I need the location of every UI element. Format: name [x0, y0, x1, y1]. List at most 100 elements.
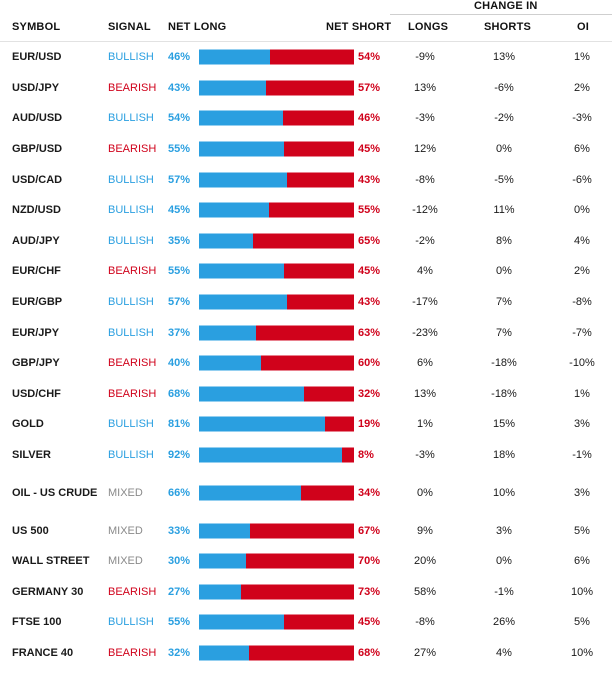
change-longs: 6%: [417, 357, 433, 370]
net-short-pct: 46%: [358, 112, 381, 125]
table-row[interactable]: US 500 MIXED 33% 67% 9% 3% 5%: [0, 515, 612, 546]
symbol-cell[interactable]: FRANCE 40: [12, 646, 74, 659]
change-shorts: 0%: [496, 555, 512, 568]
symbol-cell[interactable]: USD/CAD: [12, 173, 63, 186]
table-row[interactable]: FRANCE 40 BEARISH 32% 68% 27% 4% 10%: [0, 638, 612, 669]
signal-cell: BULLISH: [108, 449, 154, 462]
symbol-cell[interactable]: GOLD: [12, 418, 44, 431]
net-long-pct: 30%: [168, 555, 191, 568]
table-row[interactable]: NZD/USD BULLISH 45% 55% -12% 11% 0%: [0, 195, 612, 226]
symbol-cell[interactable]: SILVER: [12, 449, 51, 462]
sentiment-bar: [199, 447, 354, 463]
short-bar: [248, 645, 354, 661]
net-short-pct: 45%: [358, 143, 381, 156]
net-short-pct: 68%: [358, 646, 381, 659]
change-oi: -6%: [572, 173, 592, 186]
long-bar: [199, 233, 254, 249]
change-in-divider: [390, 14, 612, 15]
net-long-pct: 46%: [168, 51, 191, 64]
header-oi[interactable]: OI: [577, 21, 590, 33]
table-row[interactable]: GBP/USD BEARISH 55% 45% 12% 0% 6%: [0, 134, 612, 165]
symbol-cell[interactable]: EUR/USD: [12, 51, 62, 64]
long-bar: [199, 645, 249, 661]
change-oi: 3%: [574, 486, 590, 499]
table-row[interactable]: GERMANY 30 BEARISH 27% 73% 58% -1% 10%: [0, 577, 612, 608]
sentiment-bar: [199, 263, 354, 279]
net-short-pct: 45%: [358, 265, 381, 278]
table-row[interactable]: USD/CAD BULLISH 57% 43% -8% -5% -6%: [0, 164, 612, 195]
header-longs[interactable]: LONGS: [408, 21, 449, 33]
table-row[interactable]: USD/CHF BEARISH 68% 32% 13% -18% 1%: [0, 379, 612, 410]
long-bar: [199, 355, 261, 371]
long-bar: [199, 202, 269, 218]
table-row[interactable]: SILVER BULLISH 92% 8% -3% 18% -1%: [0, 440, 612, 471]
symbol-cell[interactable]: AUD/JPY: [12, 234, 60, 247]
net-short-pct: 43%: [358, 173, 381, 186]
long-bar: [199, 386, 305, 402]
header-signal[interactable]: SIGNAL: [108, 21, 151, 33]
table-row[interactable]: USD/JPY BEARISH 43% 57% 13% -6% 2%: [0, 73, 612, 104]
net-short-pct: 70%: [358, 555, 381, 568]
symbol-cell[interactable]: GBP/USD: [12, 143, 63, 156]
net-long-pct: 81%: [168, 418, 191, 431]
table-row[interactable]: GBP/JPY BEARISH 40% 60% 6% -18% -10%: [0, 348, 612, 379]
symbol-cell[interactable]: EUR/GBP: [12, 296, 63, 309]
table-row[interactable]: AUD/JPY BULLISH 35% 65% -2% 8% 4%: [0, 226, 612, 257]
net-short-pct: 43%: [358, 296, 381, 309]
symbol-cell[interactable]: USD/JPY: [12, 81, 60, 94]
net-long-pct: 32%: [168, 646, 191, 659]
table-row[interactable]: WALL STREET MIXED 30% 70% 20% 0% 6%: [0, 546, 612, 577]
net-long-pct: 35%: [168, 234, 191, 247]
change-oi: 2%: [574, 265, 590, 278]
symbol-cell[interactable]: WALL STREET: [12, 555, 90, 568]
change-oi: 2%: [574, 81, 590, 94]
signal-cell: MIXED: [108, 486, 143, 499]
signal-cell: BULLISH: [108, 616, 154, 629]
symbol-cell[interactable]: US 500: [12, 524, 49, 537]
sentiment-bar: [199, 523, 354, 539]
symbol-cell[interactable]: USD/CHF: [12, 387, 61, 400]
long-bar: [199, 141, 285, 157]
symbol-cell[interactable]: EUR/JPY: [12, 326, 60, 339]
sentiment-bar: [199, 294, 354, 310]
short-bar: [265, 80, 354, 96]
header-symbol[interactable]: SYMBOL: [12, 21, 61, 33]
symbol-cell[interactable]: AUD/USD: [12, 112, 63, 125]
long-bar: [199, 447, 342, 463]
change-shorts: -5%: [494, 173, 514, 186]
change-oi: 0%: [574, 204, 590, 217]
table-row[interactable]: EUR/USD BULLISH 46% 54% -9% 13% 1%: [0, 42, 612, 73]
change-longs: -12%: [412, 204, 438, 217]
symbol-cell[interactable]: GERMANY 30: [12, 585, 84, 598]
net-long-pct: 68%: [168, 387, 191, 400]
net-short-pct: 73%: [358, 585, 381, 598]
header-net-long[interactable]: NET LONG: [168, 21, 227, 33]
change-shorts: 26%: [492, 616, 516, 629]
change-longs: 13%: [413, 387, 437, 400]
change-longs: 12%: [413, 143, 437, 156]
net-long-pct: 45%: [168, 204, 191, 217]
symbol-cell[interactable]: FTSE 100: [12, 616, 62, 629]
table-row[interactable]: EUR/JPY BULLISH 37% 63% -23% 7% -7%: [0, 317, 612, 348]
table-row[interactable]: AUD/USD BULLISH 54% 46% -3% -2% -3%: [0, 103, 612, 134]
symbol-cell[interactable]: OIL - US CRUDE: [12, 486, 98, 499]
table-row[interactable]: GOLD BULLISH 81% 19% 1% 15% 3%: [0, 409, 612, 440]
table-row[interactable]: OIL - US CRUDE MIXED 66% 34% 0% 10% 3%: [0, 470, 612, 515]
table-row[interactable]: FTSE 100 BULLISH 55% 45% -8% 26% 5%: [0, 607, 612, 638]
symbol-cell[interactable]: NZD/USD: [12, 204, 61, 217]
change-shorts: 18%: [492, 449, 516, 462]
net-long-pct: 57%: [168, 296, 191, 309]
symbol-cell[interactable]: GBP/JPY: [12, 357, 60, 370]
change-oi: 5%: [574, 524, 590, 537]
table-row[interactable]: EUR/GBP BULLISH 57% 43% -17% 7% -8%: [0, 287, 612, 318]
net-long-pct: 92%: [168, 449, 191, 462]
header-net-short[interactable]: NET SHORT: [326, 21, 392, 33]
net-long-pct: 27%: [168, 585, 191, 598]
header-shorts[interactable]: SHORTS: [484, 21, 532, 33]
long-bar: [199, 584, 241, 600]
signal-cell: BULLISH: [108, 418, 154, 431]
change-longs: -2%: [415, 234, 435, 247]
table-row[interactable]: EUR/CHF BEARISH 55% 45% 4% 0% 2%: [0, 256, 612, 287]
change-oi: 5%: [574, 616, 590, 629]
symbol-cell[interactable]: EUR/CHF: [12, 265, 61, 278]
